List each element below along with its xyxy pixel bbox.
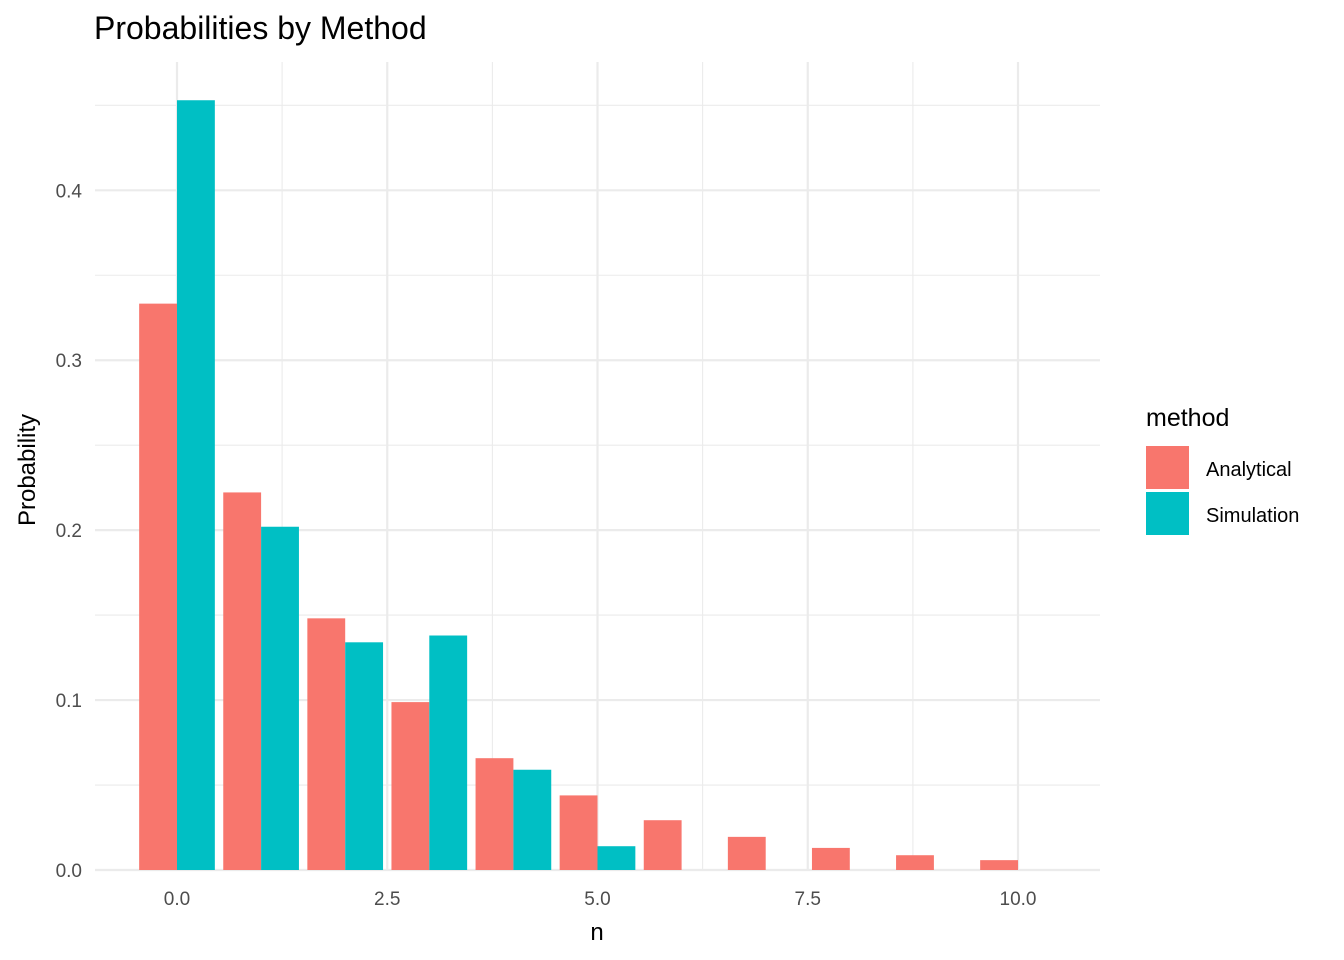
y-axis-ticks: 0.0 0.1 0.2 0.3 0.4 xyxy=(56,181,83,882)
bar-analytical-n0 xyxy=(139,303,177,870)
bar-analytical-n2 xyxy=(307,618,346,870)
bar-analytical-n6 xyxy=(643,820,682,870)
x-tick-label: 10.0 xyxy=(1000,889,1037,910)
x-tick-label: 7.5 xyxy=(795,889,821,910)
chart-title: Probabilities by Method xyxy=(94,10,427,46)
bar-analytical-n10 xyxy=(980,860,1019,870)
bar-analytical-n5 xyxy=(559,795,598,870)
bar-analytical-n1 xyxy=(223,492,262,870)
bar-simulation-n2 xyxy=(345,642,384,870)
y-tick-label: 0.0 xyxy=(56,861,82,882)
y-tick-label: 0.4 xyxy=(56,181,83,202)
bar-analytical-n3 xyxy=(391,702,430,870)
y-axis-title: Probability xyxy=(14,414,41,526)
bar-analytical-n7 xyxy=(727,836,766,870)
bar-analytical-n8 xyxy=(811,847,850,870)
x-axis-title: n xyxy=(590,919,603,946)
y-tick-label: 0.3 xyxy=(56,351,82,372)
bar-simulation-n5 xyxy=(597,846,636,870)
y-tick-label: 0.1 xyxy=(56,691,82,712)
x-tick-label: 0.0 xyxy=(164,889,190,910)
major-grid xyxy=(95,62,1100,872)
legend: method Analytical Simulation xyxy=(1146,404,1299,535)
legend-key-analytical xyxy=(1146,446,1189,489)
legend-label-simulation: Simulation xyxy=(1206,505,1299,527)
legend-key-simulation xyxy=(1146,492,1189,535)
bar-simulation-n3 xyxy=(429,635,468,870)
bars-layer xyxy=(139,100,1019,870)
y-tick-label: 0.2 xyxy=(56,521,82,542)
bar-simulation-n1 xyxy=(261,526,299,870)
legend-title: method xyxy=(1146,404,1229,432)
bar-analytical-n4 xyxy=(475,758,514,870)
bar-simulation-n4 xyxy=(513,769,552,870)
legend-label-analytical: Analytical xyxy=(1206,459,1292,481)
bar-simulation-n0 xyxy=(176,100,215,870)
bar-analytical-n9 xyxy=(896,855,934,870)
x-tick-label: 2.5 xyxy=(374,889,400,910)
x-axis-ticks: 0.0 2.5 5.0 7.5 10.0 xyxy=(164,889,1037,910)
x-tick-label: 5.0 xyxy=(584,889,610,910)
